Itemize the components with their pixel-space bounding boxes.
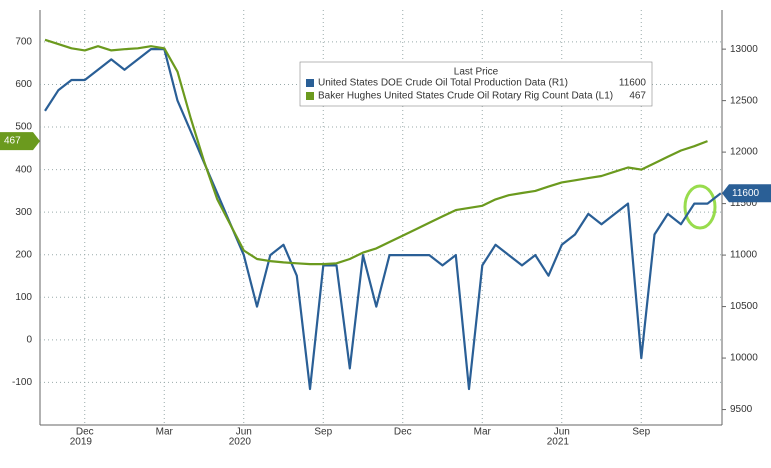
y-tick-label: 500 <box>15 122 32 133</box>
y2-tick-label: 12500 <box>730 95 758 106</box>
series-line <box>44 38 708 266</box>
y2-tick-label: 10000 <box>730 353 758 364</box>
y2-tick-label: 11000 <box>730 250 758 261</box>
legend-value: 467 <box>629 91 646 102</box>
x-tick-label: Jun <box>236 427 252 438</box>
y2-tick-label: 11500 <box>730 198 758 209</box>
y2-tick-label: 10500 <box>730 301 758 312</box>
legend-box <box>299 61 653 107</box>
y-tick-label: 300 <box>15 207 32 218</box>
y2-tick-label: 13000 <box>730 44 758 55</box>
x-tick-label: Dec <box>76 427 94 438</box>
y-tick-label: 400 <box>15 164 32 175</box>
legend-title: Last Price <box>454 67 499 78</box>
y-tick-label: 700 <box>15 37 32 48</box>
y-tick-label: -100 <box>12 377 32 388</box>
series-line <box>44 48 722 391</box>
x-year-label: 2019 <box>70 437 93 448</box>
last-price-label: 11600 <box>732 188 760 199</box>
x-tick-label: Sep <box>314 427 332 438</box>
x-year-label: 2021 <box>547 437 570 448</box>
x-tick-label: Dec <box>394 427 412 438</box>
y-tick-label: 100 <box>15 292 32 303</box>
legend-swatch <box>306 79 314 87</box>
y2-tick-label: 12000 <box>730 147 758 158</box>
last-price-label: 467 <box>4 136 21 147</box>
x-year-label: 2020 <box>229 437 252 448</box>
legend-label: United States DOE Crude Oil Total Produc… <box>318 78 568 89</box>
y-tick-label: 0 <box>26 335 32 346</box>
legend-value: 11600 <box>619 78 647 89</box>
legend-swatch <box>306 92 314 100</box>
last-price-flag <box>0 132 40 151</box>
x-tick-label: Mar <box>156 427 174 438</box>
highlight-ring <box>683 184 717 230</box>
last-price-flag <box>722 184 771 203</box>
y-tick-label: 600 <box>15 79 32 90</box>
y2-tick-label: 9500 <box>730 404 753 415</box>
x-tick-label: Sep <box>632 427 650 438</box>
x-tick-label: Jun <box>554 427 570 438</box>
x-tick-label: Mar <box>474 427 492 438</box>
y-tick-label: 200 <box>15 249 32 260</box>
legend: Last Price United States DOE Crude Oil T… <box>299 61 653 107</box>
legend-label: Baker Hughes United States Crude Oil Rot… <box>318 91 613 102</box>
